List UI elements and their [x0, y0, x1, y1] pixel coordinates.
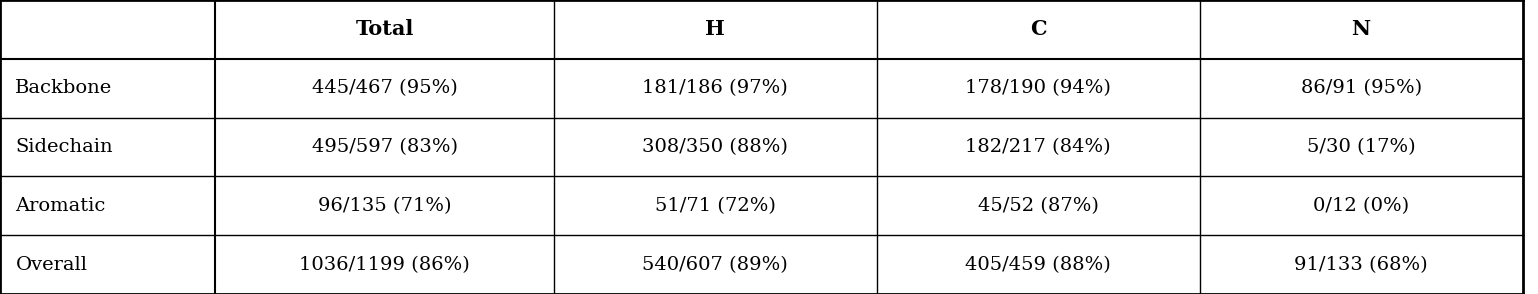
Text: Total: Total: [355, 19, 414, 39]
Text: 495/597 (83%): 495/597 (83%): [312, 138, 457, 156]
Text: 405/459 (88%): 405/459 (88%): [966, 255, 1110, 274]
Text: 96/135 (71%): 96/135 (71%): [318, 197, 451, 215]
Text: 181/186 (97%): 181/186 (97%): [643, 79, 787, 97]
Text: Overall: Overall: [15, 255, 88, 274]
Text: C: C: [1030, 19, 1046, 39]
Text: Backbone: Backbone: [15, 79, 112, 97]
Text: H: H: [706, 19, 724, 39]
Text: N: N: [1352, 19, 1370, 39]
Text: 5/30 (17%): 5/30 (17%): [1307, 138, 1415, 156]
Text: Sidechain: Sidechain: [15, 138, 112, 156]
Text: 182/217 (84%): 182/217 (84%): [966, 138, 1110, 156]
Text: 0/12 (0%): 0/12 (0%): [1313, 197, 1409, 215]
Text: 178/190 (94%): 178/190 (94%): [966, 79, 1110, 97]
Text: 445/467 (95%): 445/467 (95%): [312, 79, 457, 97]
Text: 45/52 (87%): 45/52 (87%): [978, 197, 1098, 215]
Text: 51/71 (72%): 51/71 (72%): [655, 197, 775, 215]
Text: 308/350 (88%): 308/350 (88%): [643, 138, 787, 156]
Text: 91/133 (68%): 91/133 (68%): [1295, 255, 1427, 274]
Text: Aromatic: Aromatic: [15, 197, 106, 215]
Text: 1036/1199 (86%): 1036/1199 (86%): [298, 255, 471, 274]
Text: 86/91 (95%): 86/91 (95%): [1301, 79, 1421, 97]
Text: 540/607 (89%): 540/607 (89%): [643, 255, 787, 274]
